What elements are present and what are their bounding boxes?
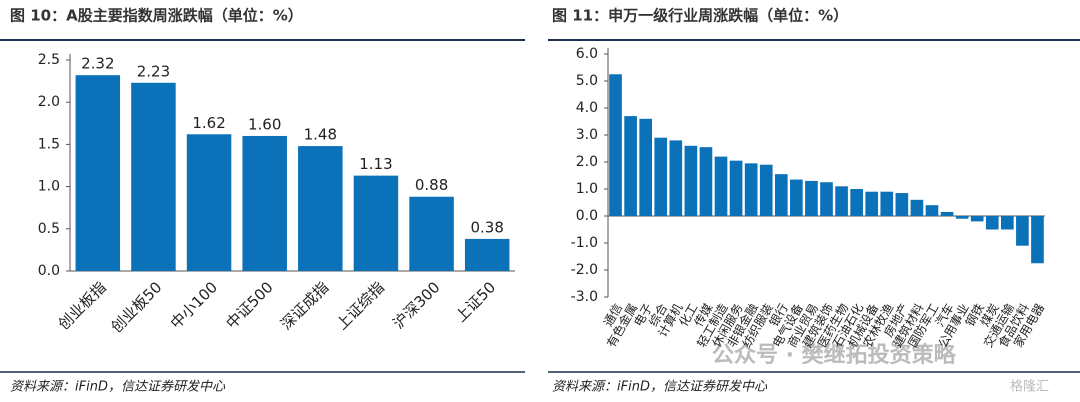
bar xyxy=(639,118,653,216)
bar xyxy=(684,145,698,216)
source: 资料来源：iFinD，信达证券研发中心 xyxy=(10,380,226,395)
y-tick-label: 2.0 xyxy=(576,154,598,170)
y-tick-label: 5.0 xyxy=(576,73,598,89)
y-tick-label: 4.0 xyxy=(576,100,598,116)
bar xyxy=(729,160,743,216)
bar xyxy=(910,199,924,216)
bar xyxy=(75,75,121,271)
bar xyxy=(835,186,848,216)
bar xyxy=(242,135,287,271)
bar xyxy=(970,216,984,222)
data-label: 0.38 xyxy=(470,218,503,236)
bar xyxy=(805,180,818,216)
source: 资料来源：iFinD，信达证券研发中心 xyxy=(552,380,768,395)
bar xyxy=(925,205,939,216)
x-tick-label: 中证500 xyxy=(223,278,277,332)
bar xyxy=(774,174,788,216)
y-tick-label: 0.0 xyxy=(576,208,598,224)
bar xyxy=(624,116,637,216)
y-tick-label: 1.5 xyxy=(38,136,60,152)
bar xyxy=(464,238,510,271)
y-tick-label: 3.0 xyxy=(576,127,598,143)
watermark: 格隆汇 xyxy=(1010,379,1049,395)
chart-title: 图 11：申万一级行业周涨跌幅（单位：%） xyxy=(552,7,848,25)
data-label: 2.23 xyxy=(137,62,170,80)
x-tick-label: 上证综指 xyxy=(333,278,388,333)
bar xyxy=(1016,216,1029,246)
x-tick-label: 上证50 xyxy=(452,278,499,325)
y-tick-label: -1.0 xyxy=(571,235,598,251)
bar xyxy=(654,137,668,216)
x-tick-label: 创业板50 xyxy=(107,278,165,336)
y-tick-label: 0.0 xyxy=(38,263,60,279)
bar xyxy=(880,191,894,216)
chart-title: 图 10：A股主要指数周涨跌幅（单位：%） xyxy=(10,7,303,25)
bar xyxy=(955,216,969,219)
y-tick-label: -2.0 xyxy=(571,262,598,278)
y-tick-label: 6.0 xyxy=(576,46,598,62)
y-tick-label: 1.0 xyxy=(38,179,60,195)
data-label: 0.88 xyxy=(415,176,448,194)
bar xyxy=(699,147,713,216)
bar xyxy=(298,146,343,271)
bar xyxy=(669,140,683,216)
bar xyxy=(759,164,773,216)
data-label: 1.60 xyxy=(248,115,281,133)
bar xyxy=(714,156,728,216)
bar xyxy=(850,189,863,216)
bar xyxy=(1000,216,1014,230)
y-tick-label: 2.5 xyxy=(38,52,60,68)
bar xyxy=(820,182,833,216)
y-tick-label: 2.0 xyxy=(38,94,60,110)
bar xyxy=(744,163,758,216)
x-tick-label: 创业板指 xyxy=(55,278,110,333)
watermark: 公众号 · 樊继拓投资策略 xyxy=(712,342,957,368)
bar xyxy=(1031,216,1044,264)
bar xyxy=(186,134,232,271)
x-tick-label: 深证成指 xyxy=(277,278,332,333)
data-label: 1.13 xyxy=(359,155,392,173)
bar xyxy=(353,175,399,271)
bar xyxy=(865,191,879,216)
bar xyxy=(940,211,954,216)
y-tick-label: -3.0 xyxy=(571,289,598,305)
bar xyxy=(985,216,999,230)
bar xyxy=(609,74,622,216)
x-tick-label: 中小100 xyxy=(167,278,221,332)
data-label: 2.32 xyxy=(81,55,114,73)
data-label: 1.48 xyxy=(304,126,337,144)
x-tick-label: 沪深300 xyxy=(389,278,443,332)
bar xyxy=(790,179,803,216)
y-tick-label: 0.5 xyxy=(38,221,60,237)
bar xyxy=(131,82,176,272)
bar xyxy=(409,196,454,271)
bar xyxy=(895,193,909,216)
y-tick-label: 1.0 xyxy=(576,181,598,197)
data-label: 1.62 xyxy=(192,114,225,132)
